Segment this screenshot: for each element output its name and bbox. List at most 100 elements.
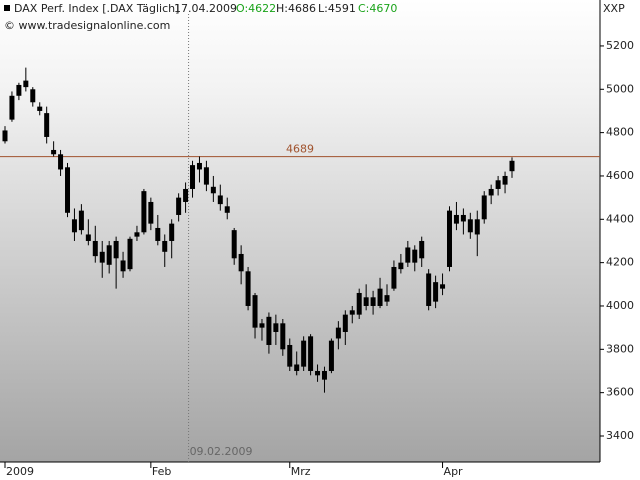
candle-body bbox=[342, 314, 348, 332]
candle-body bbox=[252, 295, 258, 328]
candle-body bbox=[481, 195, 487, 220]
x-tick-label: Mrz bbox=[291, 465, 311, 478]
candle-body bbox=[9, 95, 15, 120]
candle-body bbox=[405, 247, 411, 263]
candle-body bbox=[488, 188, 494, 196]
candle-body bbox=[467, 219, 473, 233]
x-tick-label: Feb bbox=[152, 465, 171, 478]
candle-body bbox=[85, 234, 91, 241]
candle-body bbox=[377, 288, 383, 306]
candle-body bbox=[162, 240, 168, 252]
y-tick-label: 3600 bbox=[606, 386, 634, 399]
date: 17.04.2009 bbox=[174, 2, 237, 15]
candle-body bbox=[412, 249, 418, 263]
candle-body bbox=[71, 219, 77, 233]
candle-body bbox=[280, 323, 286, 350]
candle-body bbox=[106, 245, 112, 265]
candle-body bbox=[217, 195, 223, 205]
candle-body bbox=[433, 282, 439, 302]
candle-body bbox=[78, 210, 84, 231]
candle-body bbox=[453, 214, 459, 224]
x-tick-label: Apr bbox=[444, 465, 464, 478]
symbol: DAX Perf. Index [.DAX Täglich] bbox=[14, 2, 179, 15]
candle-body bbox=[474, 219, 480, 235]
candle-body bbox=[266, 316, 272, 345]
copyright: © www.tradesignalonline.com bbox=[4, 19, 170, 32]
y-tick-label: 4000 bbox=[606, 299, 634, 312]
candle-body bbox=[245, 271, 251, 306]
header: DAX Perf. Index [.DAX Täglich] 17.04.200… bbox=[4, 2, 625, 32]
candle-body bbox=[65, 167, 71, 213]
candle-body bbox=[315, 370, 321, 376]
candle-body bbox=[308, 336, 314, 371]
candle-body bbox=[231, 230, 237, 259]
close-label: C:4670 bbox=[358, 2, 397, 15]
candle-body bbox=[321, 370, 327, 380]
candle-body bbox=[363, 297, 369, 306]
candle-body bbox=[495, 180, 501, 189]
candle-body bbox=[148, 201, 154, 224]
candle-body bbox=[328, 340, 334, 371]
candle-body bbox=[169, 223, 175, 241]
high-label: H:4686 bbox=[276, 2, 316, 15]
x-tick-label: 2009 bbox=[6, 465, 34, 478]
candle-body bbox=[155, 227, 161, 241]
candle-body bbox=[127, 238, 133, 270]
candle-body bbox=[134, 232, 140, 237]
y-tick-label: 5000 bbox=[606, 82, 634, 95]
candle-body bbox=[426, 273, 432, 306]
open-label: O:4622 bbox=[236, 2, 276, 15]
candle-body bbox=[349, 310, 355, 315]
candle-body bbox=[287, 344, 293, 367]
candle-body bbox=[224, 206, 230, 213]
candle-body bbox=[16, 84, 22, 96]
candle-body bbox=[370, 297, 376, 306]
candle-body bbox=[203, 167, 209, 185]
plot-area bbox=[0, 0, 600, 462]
candle-body bbox=[440, 284, 446, 289]
reference-label: 4689 bbox=[286, 143, 314, 156]
candle-body bbox=[384, 295, 390, 302]
candle-body bbox=[183, 188, 189, 202]
candle-body bbox=[502, 175, 508, 185]
candle-body bbox=[356, 292, 362, 315]
candle-body bbox=[2, 130, 8, 142]
candle-body bbox=[113, 240, 119, 259]
candle-body bbox=[37, 106, 43, 111]
marker-label: 09.02.2009 bbox=[190, 445, 253, 458]
y-tick-label: 4600 bbox=[606, 169, 634, 182]
candle-body bbox=[44, 113, 50, 137]
y-tick-label: 5200 bbox=[606, 39, 634, 52]
candle-body bbox=[391, 266, 397, 289]
candle-body bbox=[58, 154, 64, 170]
candle-body bbox=[460, 214, 466, 222]
axis-name: XXP bbox=[603, 2, 625, 15]
candle-body bbox=[30, 89, 36, 103]
candle-body bbox=[335, 327, 341, 339]
candle-body bbox=[120, 260, 126, 272]
candle-body bbox=[398, 262, 404, 270]
candle-body bbox=[446, 210, 452, 267]
candle-body bbox=[51, 149, 57, 155]
y-tick-label: 4200 bbox=[606, 256, 634, 269]
y-tick-label: 3800 bbox=[606, 342, 634, 355]
y-tick-label: 4800 bbox=[606, 126, 634, 139]
candle-body bbox=[210, 186, 216, 194]
candle-body bbox=[259, 323, 265, 328]
candle-body bbox=[419, 240, 425, 259]
candle-body bbox=[509, 160, 515, 172]
candle-body bbox=[23, 80, 29, 88]
candle-body bbox=[141, 191, 147, 233]
y-tick-label: 3400 bbox=[606, 429, 634, 442]
low-label: L:4591 bbox=[318, 2, 356, 15]
legend-icon bbox=[4, 5, 10, 11]
candle-body bbox=[301, 340, 307, 367]
candle-body bbox=[273, 323, 279, 332]
candle-body bbox=[294, 364, 300, 371]
y-tick-label: 4400 bbox=[606, 212, 634, 225]
candle-body bbox=[176, 197, 182, 215]
candle-body bbox=[92, 240, 98, 257]
candle-body bbox=[238, 253, 244, 272]
candle-body bbox=[196, 162, 202, 170]
